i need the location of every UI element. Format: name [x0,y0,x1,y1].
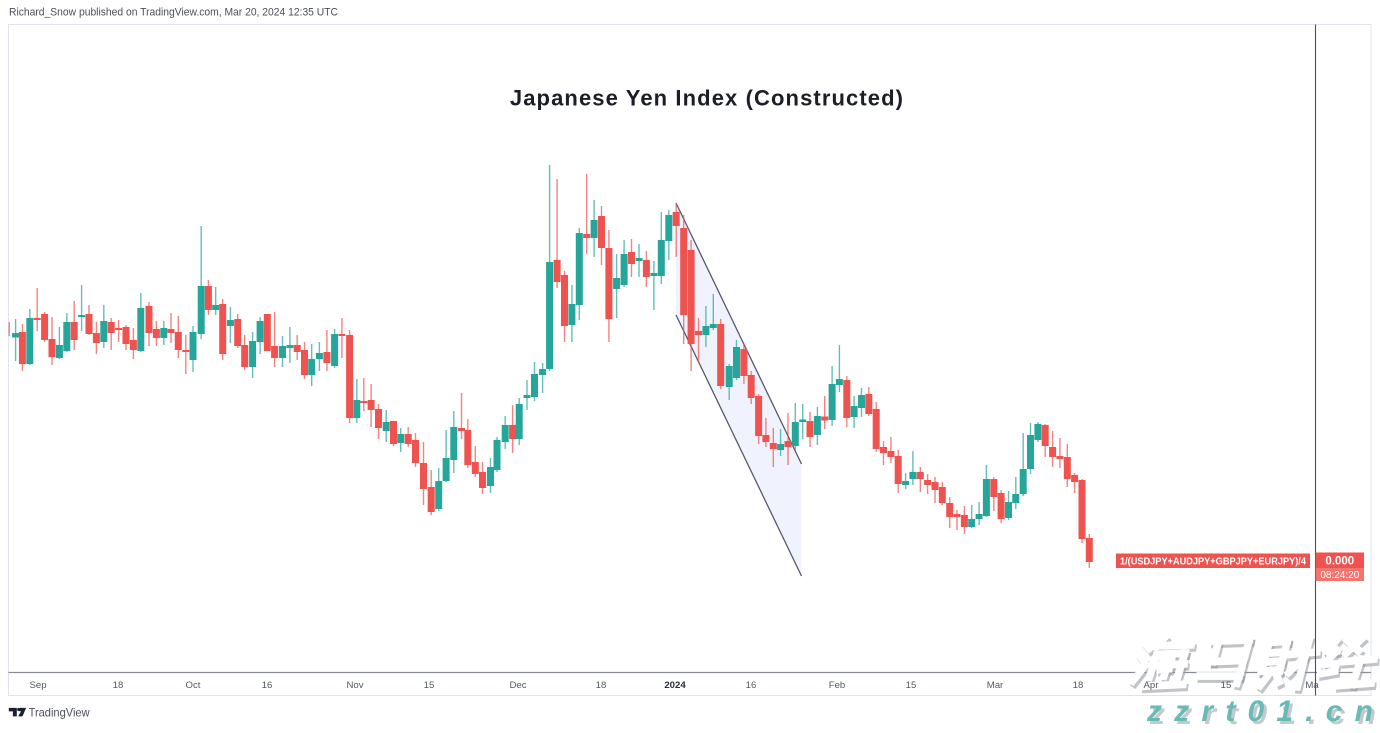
svg-text:Feb: Feb [829,680,846,691]
svg-text:15: 15 [424,680,435,691]
svg-text:1/(USDJPY+AUDJPY+GBPJPY+EURJPY: 1/(USDJPY+AUDJPY+GBPJPY+EURJPY)/4 [1120,557,1306,568]
svg-text:Sep: Sep [29,680,46,691]
svg-text:16: 16 [262,680,273,691]
svg-text:15: 15 [906,680,917,691]
svg-text:Ma: Ma [1305,680,1319,691]
svg-text:Nov: Nov [346,680,363,691]
svg-text:16: 16 [746,680,757,691]
svg-text:Richard_Snow published on Trad: Richard_Snow published on TradingView.co… [9,7,338,19]
svg-text:Apr: Apr [1144,680,1160,691]
svg-text:2024: 2024 [664,680,686,691]
svg-text:18: 18 [596,680,607,691]
svg-text:Mar: Mar [987,680,1004,691]
svg-text:Dec: Dec [509,680,526,691]
svg-text:zzrt01.cn: zzrt01.cn [1146,695,1380,728]
svg-text:zzrt01.cn: zzrt01.cn [1149,698,1380,728]
svg-text:Japanese Yen Index (Constructe: Japanese Yen Index (Constructed) [510,86,904,111]
svg-text:0.000: 0.000 [1325,556,1354,568]
svg-text:18: 18 [1073,680,1084,691]
svg-text:Oct: Oct [186,680,201,691]
svg-text:08:24:20: 08:24:20 [1320,570,1359,581]
svg-text:TradingView: TradingView [29,706,90,720]
svg-text:15: 15 [1221,680,1232,691]
svg-text:18: 18 [113,680,124,691]
